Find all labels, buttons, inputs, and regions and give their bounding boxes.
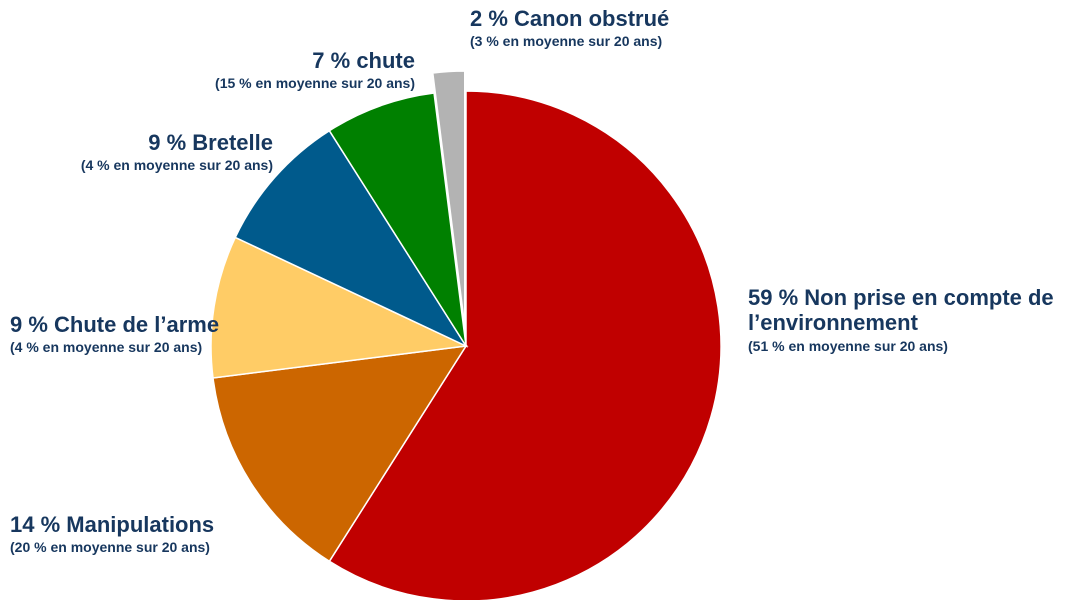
slice-title: 9 % Bretelle <box>5 130 273 155</box>
category-label: chute <box>356 48 415 73</box>
value-label: 9 % <box>10 312 48 337</box>
average-label: (51 % en moyenne sur 20 ans) <box>748 337 948 354</box>
slice-label: 2 % Canon obstrué (3 % en moyenne sur 20 … <box>470 6 770 49</box>
pie-slice <box>212 345 468 563</box>
category-label: Manipulations <box>66 512 215 537</box>
slice-title: 14 % Manipulations <box>10 512 330 537</box>
pie-slice <box>234 129 469 348</box>
category-label: Canon obstrué <box>514 6 670 31</box>
slice-label: 14 % Manipulations (20 % en moyenne sur 2… <box>10 512 330 555</box>
pie-slice <box>328 90 722 600</box>
average-label: (15 % en moyenne sur 20 ans) <box>215 75 415 92</box>
average-label: (4 % en moyenne sur 20 ans) <box>80 157 273 174</box>
average-label: (4 % en moyenne sur 20 ans) <box>10 339 203 356</box>
average-label: (20 % en moyenne sur 20 ans) <box>10 539 210 556</box>
slice-label: 7 % chute (15 % en moyenne sur 20 ans) <box>100 48 415 91</box>
slice-title: 2 % Canon obstrué <box>470 6 770 31</box>
slice-title: 7 % chute <box>100 48 415 73</box>
average-label: (3 % en moyenne sur 20 ans) <box>470 33 663 50</box>
slice-label: 59 % Non prise en compte de l’environnem… <box>748 285 1058 354</box>
category-label: Bretelle <box>192 130 273 155</box>
value-label: 9 % <box>148 130 187 155</box>
slice-label: 9 % Bretelle (4 % en moyenne sur 20 ans) <box>5 130 273 173</box>
pie-slice <box>328 92 467 347</box>
value-label: 2 % <box>470 6 508 31</box>
slice-title: 59 % Non prise en compte de l’environnem… <box>748 285 1058 336</box>
value-label: 59 % <box>748 285 799 310</box>
slice-label: 9 % Chute de l’arme (4 % en moyenne sur 2… <box>10 312 310 355</box>
category-label: Chute de l’arme <box>54 312 220 337</box>
value-label: 14 % <box>10 512 61 537</box>
pie-slice <box>210 236 469 379</box>
slice-title: 9 % Chute de l’arme <box>10 312 310 337</box>
category-label: Non prise en compte de l’environnement <box>748 285 1054 336</box>
value-label: 7 % <box>312 48 351 73</box>
pie-slice <box>431 70 466 327</box>
